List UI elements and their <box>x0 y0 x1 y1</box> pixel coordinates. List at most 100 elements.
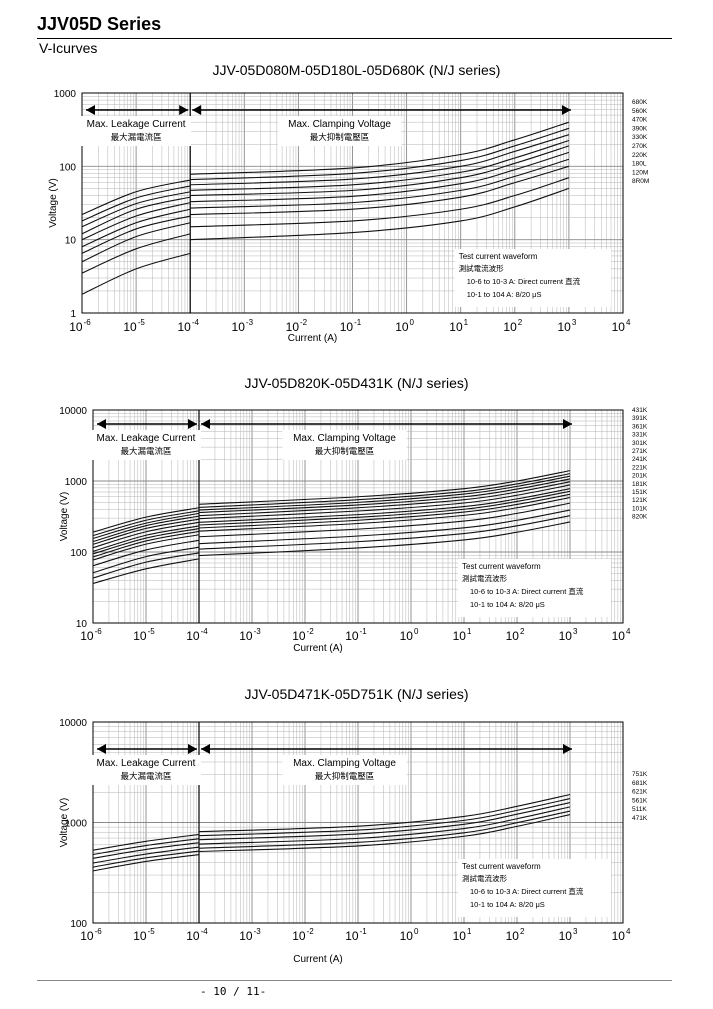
x-axis-label: Current (A) <box>288 333 337 344</box>
leakage-label-bg <box>91 430 201 460</box>
x-tick-exponent: -2 <box>307 627 315 636</box>
series-line-391K-leakage <box>92 510 200 537</box>
series-line-201K-clamping <box>198 493 571 529</box>
leakage-label: Max. Leakage Current <box>87 119 186 130</box>
document-title: JJV05D Series <box>37 14 162 34</box>
series-line-8R0M-clamping <box>190 187 570 241</box>
x-tick-exponent: 4 <box>626 927 631 936</box>
series-line-270K-clamping <box>190 151 570 203</box>
waveform-note-title: Test current waveform <box>459 252 538 261</box>
legend-entry-390K: 390K <box>632 125 648 132</box>
chart-1-voltage-current: 10-6 10-5 10-4 10-3 10-2 10-1 100 101 102 103 1041… <box>48 89 649 344</box>
section-title: V-Icurves <box>39 40 98 56</box>
x-tick-exponent: 2 <box>520 627 525 636</box>
series-line-680K-clamping <box>190 121 570 175</box>
clamping-label: Max. Clamping Voltage <box>293 758 396 769</box>
x-tick-label: 104 <box>612 927 631 943</box>
series-line-621K-clamping <box>198 801 571 841</box>
series-line-181K-leakage <box>92 534 200 561</box>
waveform-note-dc: 10-6 to 10-3 A: Direct current 直流 <box>467 276 581 286</box>
x-tick-label: 10-3 <box>239 627 261 643</box>
x-tick-exponent: 0 <box>414 627 419 636</box>
y-tick-label: 1000 <box>65 819 88 830</box>
x-tick-label: 10-3 <box>232 318 254 334</box>
y-tick-label: 1000 <box>54 89 77 100</box>
series-line-101K-clamping <box>198 515 571 550</box>
series-line-361K-leakage <box>92 512 200 540</box>
series-line-151K-clamping <box>198 502 571 538</box>
arrowhead <box>563 744 572 754</box>
series-line-391K-clamping <box>198 473 571 508</box>
x-tick-exponent: 3 <box>573 627 578 636</box>
waveform-note-bg <box>458 859 611 917</box>
clamping-label-bg <box>277 116 402 146</box>
x-tick-label: 102 <box>503 318 522 334</box>
plot-frame <box>92 409 624 624</box>
series-line-471K-clamping <box>198 814 571 853</box>
waveform-note-cn: 測試電流波形 <box>459 263 504 273</box>
legend-entry-120M: 120M <box>632 169 648 176</box>
series-line-561K-leakage <box>92 846 200 864</box>
leakage-label: Max. Leakage Current <box>97 433 196 444</box>
page-number: - 10 / 11- <box>200 985 267 998</box>
header-rule <box>37 38 672 39</box>
legend-entry-751K: 751K <box>632 771 648 778</box>
y-tick-label: 10000 <box>59 718 87 729</box>
clamping-label-cn: 最大抑制電壓區 <box>315 771 375 781</box>
waveform-note-pulse: 10-1 to 104 A: 8/20 μS <box>467 290 542 299</box>
waveform-note-bg <box>454 249 611 307</box>
x-tick-label: 10-1 <box>345 927 367 943</box>
clamping-label: Max. Clamping Voltage <box>288 119 391 130</box>
x-tick-exponent: -1 <box>354 318 362 327</box>
series-line-470K-clamping <box>190 134 570 186</box>
x-tick-exponent: -6 <box>95 927 103 936</box>
leakage-label-bg <box>81 116 192 146</box>
arrowhead <box>192 105 202 115</box>
x-tick-exponent: -3 <box>254 627 262 636</box>
series-line-270K-leakage <box>81 208 191 248</box>
x-tick-exponent: -1 <box>360 627 368 636</box>
series-group <box>92 470 571 585</box>
y-axis-label: Voltage (V) <box>59 798 70 847</box>
x-tick-exponent: 0 <box>414 927 419 936</box>
series-line-301K-clamping <box>198 481 571 517</box>
arrowhead <box>97 744 106 754</box>
leakage-label-cn: 最大漏電流區 <box>120 771 171 781</box>
legend-entry-361K: 361K <box>632 423 648 430</box>
x-axis-label: Current (A) <box>293 643 342 654</box>
series-line-241K-leakage <box>92 525 200 552</box>
series-line-751K-leakage <box>92 833 200 851</box>
series-line-221K-clamping <box>198 490 571 526</box>
x-tick-label: 10-2 <box>292 627 314 643</box>
y-tick-label: 10 <box>76 619 88 630</box>
y-tick-label: 10 <box>65 236 77 247</box>
legend-entry-121K: 121K <box>632 497 648 504</box>
x-tick-exponent: 3 <box>573 927 578 936</box>
waveform-note-title: Test current waveform <box>462 862 541 871</box>
x-tick-label: 10-5 <box>123 318 145 334</box>
plot-frame <box>81 92 624 314</box>
legend-entry-681K: 681K <box>632 780 648 787</box>
arrowhead <box>97 419 106 429</box>
y-tick-label: 1000 <box>65 477 88 488</box>
x-tick-label: 10-4 <box>186 627 208 643</box>
arrowhead <box>563 419 572 429</box>
x-tick-label: 101 <box>453 627 472 643</box>
series-line-151K-leakage <box>92 539 200 567</box>
x-tick-exponent: -6 <box>95 627 103 636</box>
x-tick-exponent: -5 <box>138 318 146 327</box>
leakage-label-cn: 最大漏電流區 <box>120 446 171 456</box>
series-line-431K-clamping <box>198 470 571 505</box>
y-tick-label: 1 <box>70 309 76 320</box>
series-line-330K-leakage <box>81 202 191 241</box>
waveform-note-pulse: 10-1 to 104 A: 8/20 μS <box>470 600 545 609</box>
legend-entry-820K: 820K <box>632 514 648 521</box>
region-arrows <box>86 105 571 115</box>
chart-1-title: JJV-05D080M-05D180L-05D680K (N/J series) <box>212 62 501 78</box>
legend-entry-220K: 220K <box>632 152 648 159</box>
chart-2-voltage-current: 10-6 10-5 10-4 10-3 10-2 10-1 100 101 102 103 1041… <box>59 406 648 654</box>
series-line-301K-leakage <box>92 518 200 545</box>
x-tick-label: 101 <box>453 927 472 943</box>
waveform-note-title: Test current waveform <box>462 562 541 571</box>
x-tick-exponent: -4 <box>201 627 209 636</box>
